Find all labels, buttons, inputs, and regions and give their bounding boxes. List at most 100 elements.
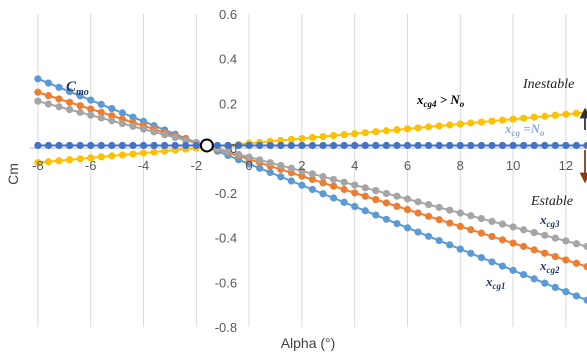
y-tick-label: 0	[230, 141, 237, 156]
data-point	[298, 181, 306, 189]
data-point	[361, 184, 369, 192]
data-point	[456, 120, 464, 128]
x-tick-label: 0	[245, 158, 252, 173]
data-point	[287, 141, 295, 150]
data-point	[329, 141, 338, 150]
data-point	[118, 151, 126, 159]
data-point	[161, 147, 169, 155]
data-point	[55, 95, 63, 103]
data-point	[572, 292, 581, 300]
annotation-xcg2: xcg2	[539, 258, 560, 275]
data-point	[477, 229, 486, 237]
data-point	[319, 190, 327, 198]
data-point	[498, 236, 507, 244]
data-point	[403, 206, 412, 214]
data-point	[382, 199, 390, 207]
x-tick-label: 12	[559, 158, 573, 173]
data-point	[171, 141, 179, 150]
data-point	[298, 141, 306, 150]
data-point	[425, 141, 433, 150]
y-tick-label: -0.8	[215, 320, 237, 335]
data-point	[182, 141, 190, 150]
data-point	[361, 129, 369, 137]
data-point	[583, 242, 587, 251]
data-point	[319, 179, 327, 187]
data-point	[224, 147, 232, 156]
data-point	[308, 141, 317, 150]
data-point	[435, 216, 443, 224]
data-point	[541, 231, 549, 239]
data-point	[372, 141, 380, 150]
data-point	[161, 131, 169, 139]
data-point	[129, 150, 137, 158]
data-point	[520, 141, 528, 150]
data-point	[403, 195, 412, 203]
data-point	[583, 263, 587, 271]
data-point	[55, 157, 63, 165]
data-point	[139, 125, 148, 133]
data-point	[34, 97, 42, 105]
data-point	[562, 141, 570, 150]
data-point	[446, 206, 454, 214]
data-point	[308, 170, 317, 178]
data-point	[76, 155, 84, 163]
data-point	[403, 141, 412, 150]
data-point	[530, 141, 538, 150]
annotation-xcg-no: xcg =No	[504, 121, 545, 138]
data-point	[287, 177, 295, 185]
data-point	[55, 83, 63, 91]
data-point	[414, 228, 422, 236]
data-point	[467, 141, 475, 150]
data-point	[329, 194, 338, 202]
data-point	[55, 141, 63, 150]
data-point	[97, 114, 105, 122]
data-point	[446, 121, 454, 129]
data-point	[551, 141, 559, 150]
data-point	[425, 123, 433, 131]
data-point	[456, 209, 464, 217]
data-point	[393, 141, 401, 150]
data-point	[361, 192, 369, 200]
data-point	[266, 159, 274, 167]
data-point	[372, 187, 380, 195]
data-point	[414, 198, 422, 206]
data-point	[351, 189, 359, 197]
data-point	[308, 175, 317, 184]
data-point	[340, 131, 348, 139]
data-point	[340, 141, 348, 150]
data-point	[245, 153, 253, 161]
data-point	[372, 195, 380, 204]
data-point	[76, 108, 84, 116]
data-point	[118, 109, 126, 117]
data-point	[414, 124, 422, 132]
data-point	[118, 141, 126, 150]
data-point	[446, 219, 454, 227]
data-point	[139, 149, 148, 157]
data-point	[108, 152, 116, 160]
data-point	[541, 141, 549, 150]
data-point	[287, 164, 295, 172]
data-point	[319, 132, 327, 141]
data-point	[509, 239, 517, 247]
data-point	[256, 156, 264, 164]
data-point	[87, 154, 95, 162]
data-point	[382, 127, 390, 135]
data-point	[266, 141, 274, 150]
data-point	[488, 258, 496, 266]
data-point	[541, 112, 549, 120]
data-point	[329, 131, 338, 140]
annotation-xcg3: xcg3	[539, 212, 560, 229]
data-point	[308, 185, 317, 194]
y-tick-label: 0.4	[219, 52, 237, 67]
data-point	[477, 118, 486, 126]
data-point	[509, 115, 517, 123]
data-point	[277, 161, 285, 170]
data-point	[129, 141, 137, 150]
data-point	[498, 262, 507, 270]
x-tick-label: 4	[351, 158, 358, 173]
data-point	[44, 79, 53, 87]
data-point	[97, 108, 105, 116]
data-point	[340, 178, 348, 186]
x-tick-label: -4	[138, 158, 150, 173]
data-point	[65, 105, 74, 114]
